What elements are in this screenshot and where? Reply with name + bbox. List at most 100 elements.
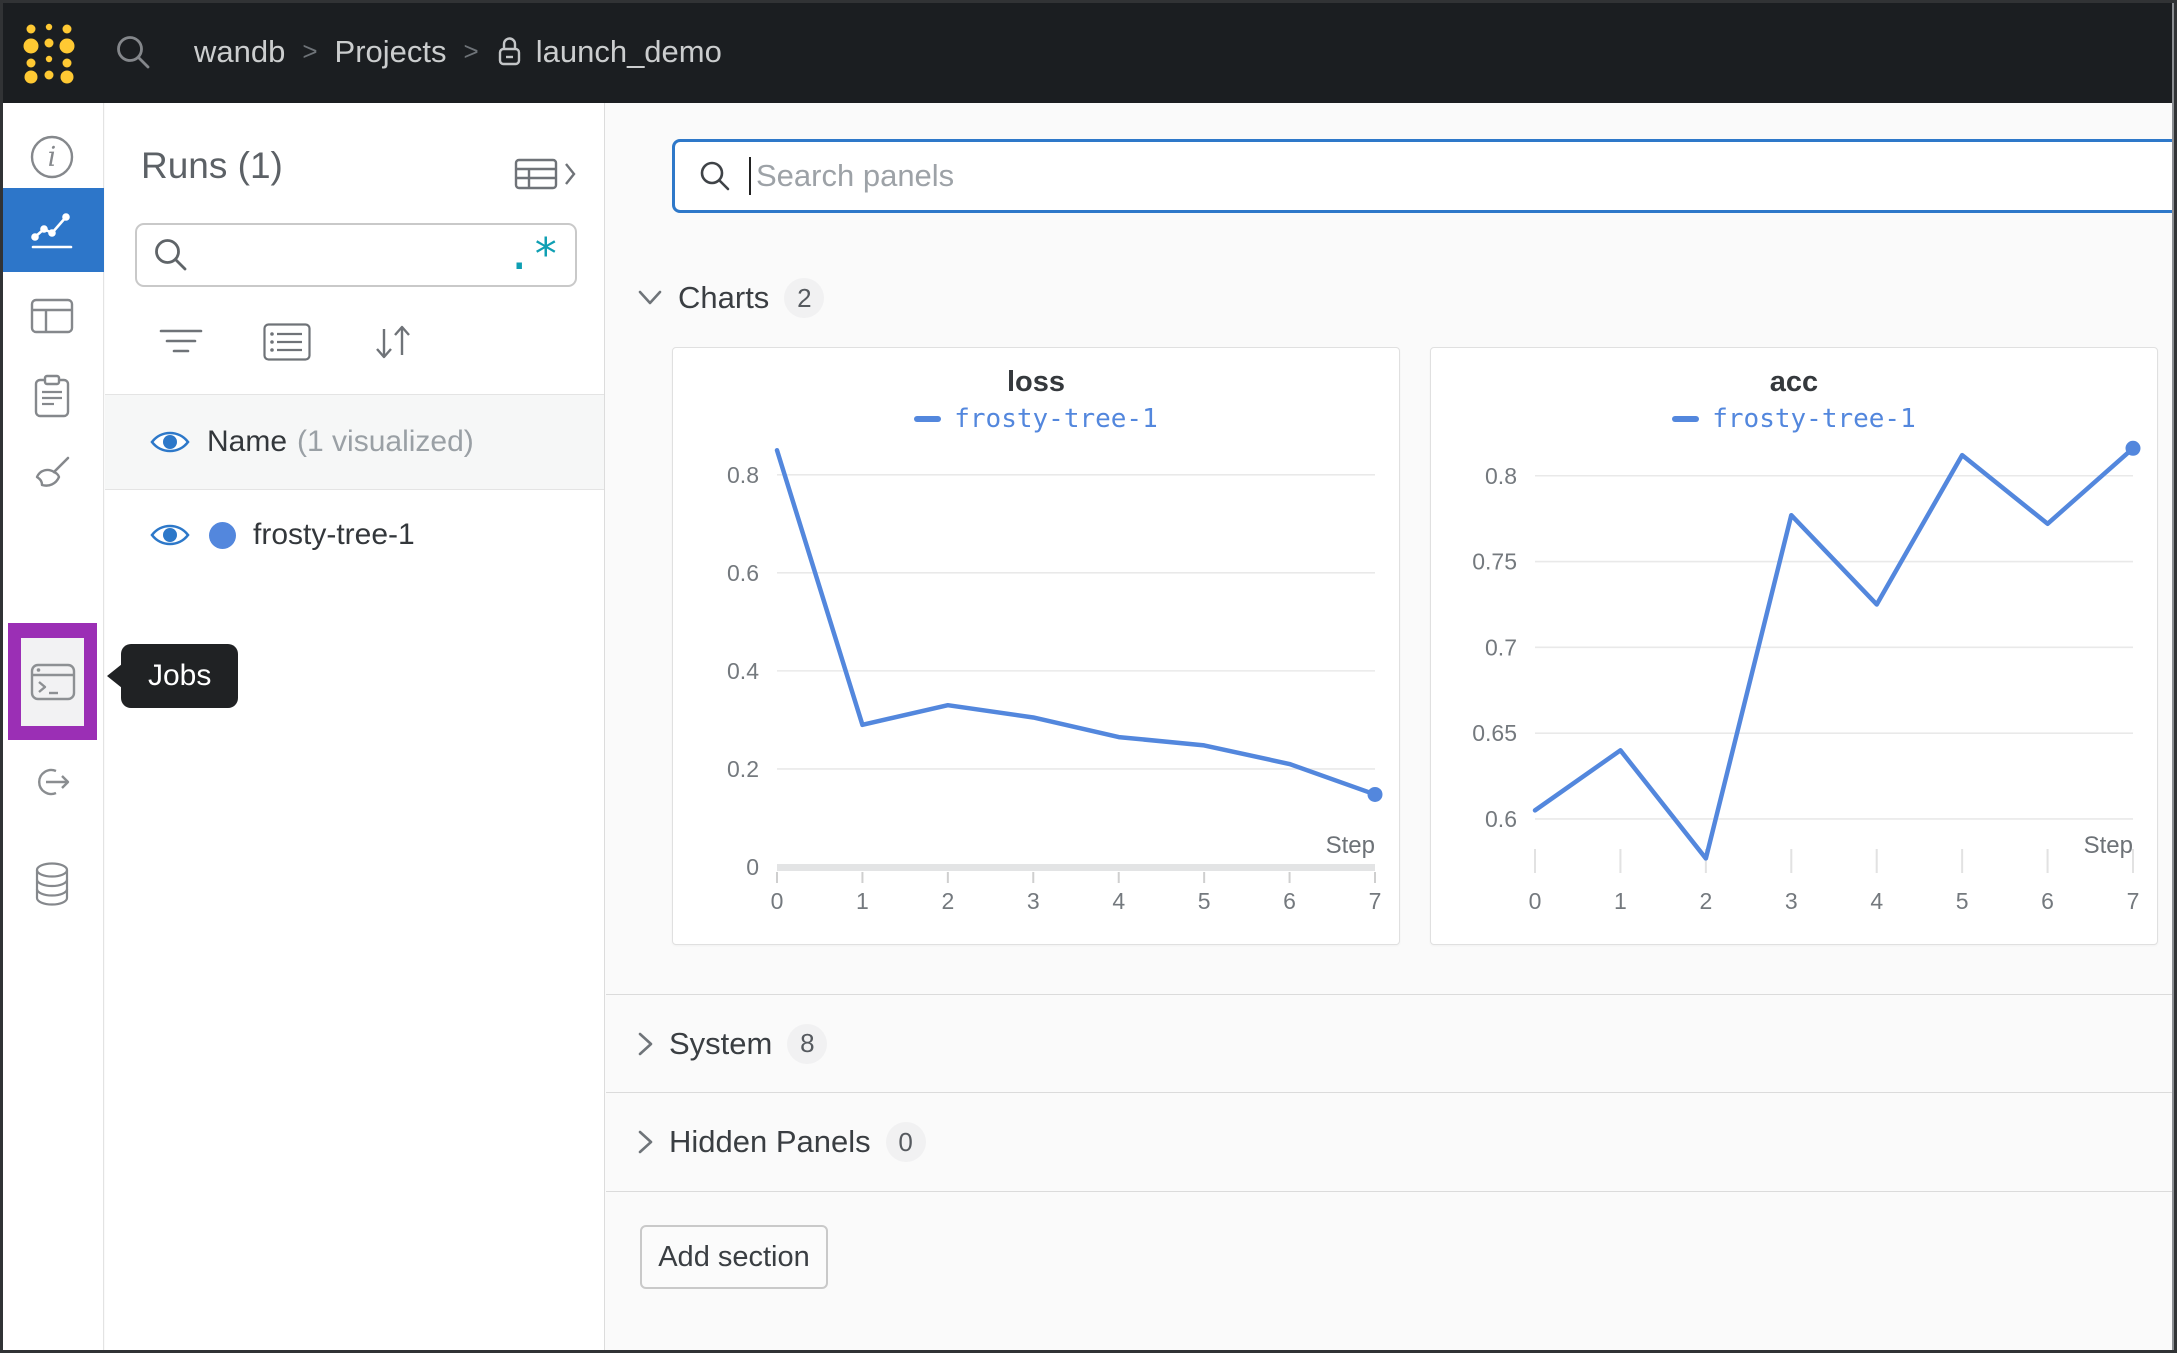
panel-card-loss[interactable]: loss frosty-tree-1 0 0.2 0.4 0.6 0.8 0 1 2 3 4 5 6 7… <box>672 347 1400 945</box>
add-section-label: Add section <box>658 1240 810 1273</box>
line-chart-icon <box>31 213 73 249</box>
panels-search-input[interactable]: Search panels <box>672 139 2177 213</box>
text-caret <box>749 157 751 195</box>
workspace-main: Search panels Charts 2 loss frosty-tree-… <box>606 103 2177 1353</box>
breadcrumb-separator: > <box>302 36 318 66</box>
runs-sidebar-panel: Runs (1) .* <box>105 103 605 1353</box>
svg-text:0.4: 0.4 <box>727 658 759 684</box>
wandb-logo[interactable] <box>22 18 78 86</box>
svg-text:0: 0 <box>746 854 759 880</box>
svg-text:6: 6 <box>1283 888 1296 914</box>
wandb-logo-dots-icon <box>23 23 75 83</box>
run-color-dot <box>209 521 236 549</box>
info-icon: i <box>30 135 74 179</box>
jobs-tooltip-label: Jobs <box>148 659 212 692</box>
section-header-charts[interactable]: Charts 2 <box>606 275 2177 321</box>
sidebar-item-panels[interactable] <box>0 297 104 335</box>
chart-legend: frosty-tree-1 <box>673 404 1399 434</box>
svg-text:0.75: 0.75 <box>1472 549 1517 575</box>
search-placeholder: Search panels <box>756 158 955 193</box>
eye-visible-icon[interactable] <box>149 521 191 549</box>
regex-toggle-icon[interactable]: .* <box>506 229 559 280</box>
chevron-right-icon[interactable] <box>637 1129 654 1155</box>
svg-text:0.8: 0.8 <box>727 462 759 488</box>
search-icon <box>117 35 150 68</box>
runs-table-expand-button[interactable] <box>514 155 578 198</box>
panel-card-acc[interactable]: acc frosty-tree-1 0.6 0.65 0.7 0.75 0.8 0 1 2 3 4… <box>1430 347 2158 945</box>
section-label: System <box>669 1025 773 1061</box>
chevron-down-icon[interactable] <box>637 289 663 307</box>
launch-arrow-icon <box>38 768 70 796</box>
section-count-badge: 2 <box>784 278 825 318</box>
svg-text:i: i <box>48 142 57 173</box>
scrollbar-track[interactable] <box>2172 0 2177 1353</box>
project-nav-sidebar: i <box>0 103 104 1353</box>
breadcrumb: wandb > Projects > launch_demo <box>194 34 722 70</box>
charts-grid: loss frosty-tree-1 0 0.2 0.4 0.6 0.8 0 1 2 3 4 5 6 7… <box>672 347 2158 945</box>
workspace-panels-icon <box>30 298 74 334</box>
filter-button[interactable] <box>157 319 205 365</box>
svg-text:0: 0 <box>1529 888 1542 914</box>
acc-chart-plot[interactable]: 0.6 0.65 0.7 0.75 0.8 0 1 2 3 4 5 6 7 Step <box>1431 434 2159 936</box>
add-section-button[interactable]: Add section <box>640 1225 828 1289</box>
svg-text:2: 2 <box>941 888 954 914</box>
svg-text:5: 5 <box>1956 888 1969 914</box>
jobs-terminal-icon <box>30 663 75 700</box>
svg-text:1: 1 <box>1614 888 1627 914</box>
sidebar-item-reports[interactable] <box>0 374 104 419</box>
global-search-button[interactable] <box>114 33 152 71</box>
svg-text:0.2: 0.2 <box>727 756 759 782</box>
chart-legend: frosty-tree-1 <box>1431 404 2157 434</box>
sidebar-item-launch[interactable] <box>0 767 104 797</box>
sidebar-item-overview[interactable]: i <box>0 135 104 179</box>
section-header-system[interactable]: System 8 <box>606 994 2177 1092</box>
runs-search-input[interactable]: .* <box>135 223 577 287</box>
sweeps-broom-icon <box>35 456 70 487</box>
legend-dash-icon <box>914 416 942 422</box>
legend-dash-icon <box>1672 416 1700 422</box>
runs-toolbar <box>105 319 604 365</box>
sort-button[interactable] <box>369 319 417 365</box>
top-navbar: wandb > Projects > launch_demo <box>0 0 2177 103</box>
breadcrumb-projects[interactable]: Projects <box>334 33 447 69</box>
svg-text:5: 5 <box>1198 888 1211 914</box>
visualized-count: (1 visualized) <box>297 425 474 458</box>
column-header-name: Name <box>207 425 288 458</box>
breadcrumb-project-name[interactable]: launch_demo <box>535 33 722 69</box>
runs-panel-title: Runs (1) <box>141 145 283 186</box>
runs-header-row[interactable]: Name (1 visualized) <box>105 394 604 490</box>
sidebar-item-workspace-active[interactable] <box>0 188 104 272</box>
jobs-tooltip: Jobs <box>106 644 239 708</box>
section-divider <box>606 1191 2177 1192</box>
eye-visible-icon[interactable] <box>149 428 191 456</box>
breadcrumb-separator: > <box>463 36 479 66</box>
sidebar-item-sweeps[interactable] <box>0 452 104 496</box>
sort-arrows-icon <box>376 325 410 359</box>
svg-text:2: 2 <box>1699 888 1712 914</box>
breadcrumb-entity[interactable]: wandb <box>194 33 286 69</box>
lock-icon <box>496 35 523 68</box>
svg-text:0: 0 <box>771 888 784 914</box>
legend-run-name: frosty-tree-1 <box>954 404 1158 434</box>
sidebar-item-artifacts[interactable] <box>0 861 104 907</box>
section-label: Charts <box>678 280 770 315</box>
section-header-hidden-panels[interactable]: Hidden Panels 0 <box>606 1092 2177 1191</box>
columns-settings-button[interactable] <box>263 319 311 365</box>
run-name[interactable]: frosty-tree-1 <box>253 518 415 551</box>
runs-table-icon <box>514 158 558 190</box>
sidebar-item-jobs-highlighted[interactable] <box>8 623 97 740</box>
svg-text:1: 1 <box>856 888 869 914</box>
loss-chart-plot[interactable]: 0 0.2 0.4 0.6 0.8 0 1 2 3 4 5 6 7 Step <box>673 434 1401 936</box>
run-list-item[interactable]: frosty-tree-1 <box>105 491 604 579</box>
section-count-badge: 8 <box>787 1023 828 1064</box>
chevron-right-icon[interactable] <box>637 1031 654 1057</box>
svg-text:3: 3 <box>1027 888 1040 914</box>
svg-text:7: 7 <box>2127 888 2140 914</box>
svg-text:7: 7 <box>1369 888 1382 914</box>
chevron-right-icon <box>565 163 576 185</box>
search-icon <box>155 239 187 271</box>
svg-text:4: 4 <box>1112 888 1125 914</box>
list-settings-icon <box>263 323 311 361</box>
svg-text:4: 4 <box>1870 888 1883 914</box>
